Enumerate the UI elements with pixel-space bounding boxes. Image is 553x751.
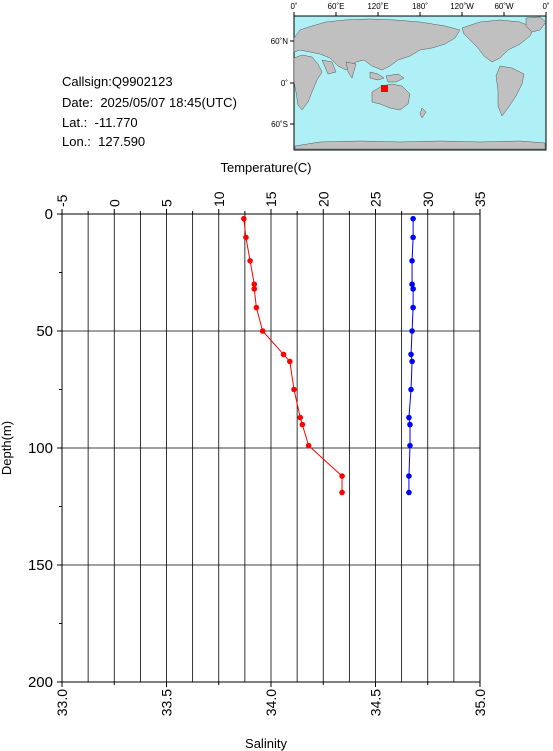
left-tick-label: 200 <box>28 674 53 691</box>
series-point-0 <box>297 414 304 421</box>
series-point-1 <box>408 351 414 358</box>
bottom-tick-label: 33.5 <box>159 689 175 716</box>
lon-line: Lon.: 127.590 <box>62 134 145 150</box>
left-tick-label: 0 <box>45 206 53 223</box>
top-tick-label: 10 <box>211 191 227 207</box>
lat-line: Lat.: -11.770 <box>62 115 138 131</box>
series-point-0 <box>339 473 345 479</box>
top-tick-label: 15 <box>263 191 279 207</box>
series-point-0 <box>287 358 293 365</box>
top-tick-label: 25 <box>368 191 384 207</box>
callsign-line: Callsign:Q9902123 <box>62 74 173 90</box>
lat-label: Lat.: <box>62 115 88 130</box>
left-tick-label: 50 <box>36 323 53 340</box>
top-tick-label: -5 <box>54 194 70 207</box>
series-point-1 <box>409 281 415 288</box>
series-point-0 <box>299 421 306 428</box>
lat-value: -11.770 <box>94 115 138 130</box>
series-point-0 <box>247 258 253 264</box>
series-point-0 <box>251 286 258 292</box>
top-tick-label: 5 <box>159 199 175 207</box>
series-point-0 <box>259 328 266 334</box>
bottom-axis-label: Salinity <box>245 736 287 751</box>
bottom-tick-label: 33.0 <box>54 689 70 716</box>
series-point-1 <box>406 473 412 479</box>
series-point-1 <box>409 328 415 334</box>
series-point-0 <box>291 386 297 393</box>
series-point-0 <box>241 215 247 222</box>
series-point-1 <box>407 442 413 449</box>
bottom-tick-label: 34.0 <box>263 689 279 716</box>
lon-label: Lon.: <box>62 134 91 149</box>
date-line: Date: 2025/05/07 18:45(UTC) <box>62 95 237 111</box>
series-point-1 <box>410 304 416 311</box>
date-label: Date: <box>62 95 94 110</box>
series-point-1 <box>406 414 412 421</box>
top-tick-label: 20 <box>315 191 331 207</box>
callsign-label: Callsign: <box>62 74 112 89</box>
left-tick-label: 100 <box>28 440 53 457</box>
bottom-tick-label: 34.5 <box>368 689 384 716</box>
series-point-0 <box>251 281 258 288</box>
series-point-1 <box>410 286 416 292</box>
series-point-0 <box>280 351 287 358</box>
top-tick-label: 30 <box>420 191 436 207</box>
top-tick-label: 0 <box>106 199 122 207</box>
left-axis-label: Depth(m) <box>0 421 14 475</box>
series-point-1 <box>410 215 416 222</box>
series-point-1 <box>406 489 412 496</box>
chart-grid <box>62 214 480 682</box>
series-point-1 <box>409 258 415 264</box>
series-point-0 <box>243 234 249 241</box>
series-point-0 <box>305 442 312 449</box>
top-axis-label: Temperature(C) <box>220 160 311 175</box>
series-point-1 <box>408 386 414 393</box>
bottom-tick-label: 35.0 <box>472 689 488 716</box>
series-line-0 <box>243 218 343 493</box>
lon-value: 127.590 <box>98 134 146 149</box>
date-value: 2025/05/07 18:45(UTC) <box>100 95 237 110</box>
chart-series <box>241 215 416 496</box>
series-point-1 <box>407 421 413 428</box>
series-point-0 <box>253 304 260 311</box>
top-tick-label: 35 <box>472 191 488 207</box>
series-point-1 <box>410 234 416 241</box>
series-point-0 <box>339 489 345 496</box>
series-point-1 <box>409 358 415 365</box>
left-tick-label: 150 <box>28 557 53 574</box>
callsign-value: Q9902123 <box>111 74 173 89</box>
